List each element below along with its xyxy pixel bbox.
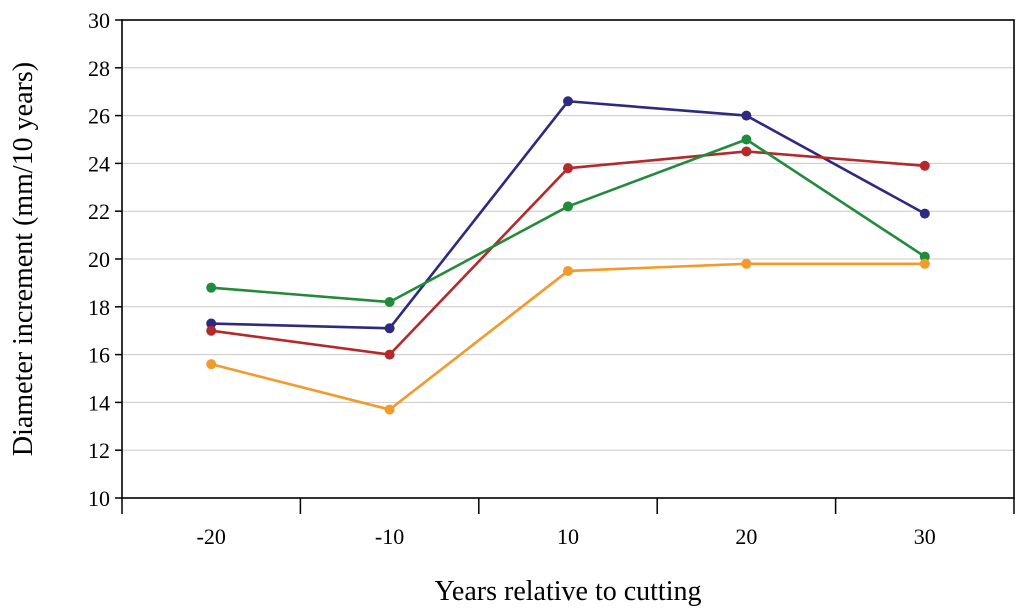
series-2 <box>206 146 930 360</box>
series-line <box>210 262 925 411</box>
data-point <box>384 404 395 415</box>
y-tick-label: 30 <box>88 8 110 33</box>
data-point <box>741 258 752 269</box>
y-tick-label: 12 <box>88 438 110 463</box>
data-point <box>919 160 930 171</box>
x-tick-label: -10 <box>375 524 404 549</box>
x-tick-label: 30 <box>914 524 936 549</box>
series-4 <box>206 258 930 415</box>
data-point <box>563 201 573 212</box>
data-point <box>741 110 752 121</box>
x-axis-ticks: -20 -10 10 20 30 <box>121 498 1015 549</box>
data-point <box>206 318 217 329</box>
x-axis-title: Years relative to cutting <box>435 576 702 607</box>
y-tick-label: 14 <box>88 390 110 415</box>
series-group <box>206 96 930 415</box>
data-point <box>206 282 217 293</box>
data-point <box>741 146 752 157</box>
y-tick-label: 28 <box>88 56 110 81</box>
y-tick-label: 10 <box>88 486 110 511</box>
y-axis-title: Diameter increment (mm/10 years) <box>8 62 39 456</box>
y-axis-ticks: 10 12 14 16 18 20 22 24 26 28 30 <box>88 8 122 511</box>
y-tick-label: 24 <box>88 151 110 176</box>
plot-area-frame <box>121 19 1015 499</box>
gridlines <box>122 67 1014 451</box>
x-tick-label: 10 <box>557 524 579 549</box>
data-point <box>919 208 930 219</box>
data-point <box>384 349 395 360</box>
data-point <box>384 297 395 308</box>
data-point <box>741 134 752 145</box>
data-point <box>206 325 217 336</box>
y-tick-label: 20 <box>88 247 110 272</box>
series-1 <box>206 96 930 334</box>
data-point <box>919 258 930 269</box>
y-tick-label: 16 <box>88 343 110 368</box>
series-line <box>211 99 926 330</box>
series-3 <box>206 134 930 308</box>
data-point <box>563 163 573 174</box>
data-point <box>919 251 930 262</box>
data-point <box>563 96 573 107</box>
x-tick-label: 20 <box>735 524 757 549</box>
data-point <box>563 265 573 276</box>
y-tick-label: 22 <box>88 199 110 224</box>
series-line <box>211 150 925 356</box>
y-tick-label: 26 <box>88 104 110 129</box>
y-tick-label: 18 <box>88 295 110 320</box>
data-point <box>384 323 395 334</box>
data-point <box>206 359 217 370</box>
x-tick-label: -20 <box>197 524 226 549</box>
